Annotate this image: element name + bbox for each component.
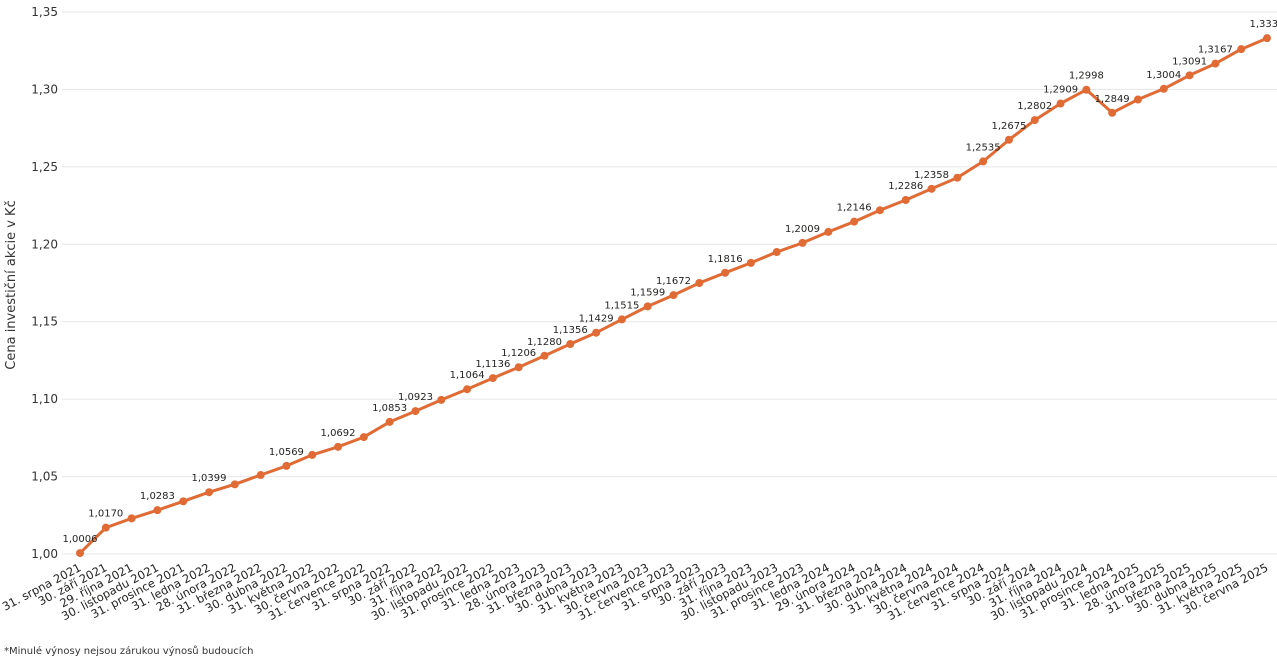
data-point[interactable]: [824, 227, 833, 236]
y-tick-label: 1,30: [31, 82, 58, 96]
data-point[interactable]: [927, 184, 936, 193]
data-label: 1,1356: [553, 325, 588, 336]
data-label: 1,3004: [1146, 70, 1181, 81]
data-label: 1,0923: [398, 392, 433, 403]
data-point[interactable]: [798, 238, 807, 247]
data-point[interactable]: [979, 157, 988, 166]
data-label: 1,0399: [192, 473, 227, 484]
footnote: *Minulé výnosy nejsou zárukou výnosů bud…: [4, 646, 254, 657]
y-tick-label: 1,05: [31, 470, 58, 484]
data-point[interactable]: [746, 258, 755, 267]
data-label: 1,2675: [991, 121, 1026, 132]
data-point[interactable]: [540, 351, 549, 360]
data-label: 1,1280: [527, 337, 562, 348]
data-point[interactable]: [488, 374, 497, 383]
data-point[interactable]: [127, 514, 136, 523]
data-point[interactable]: [721, 268, 730, 277]
data-label: 1,0853: [372, 403, 407, 414]
data-point[interactable]: [334, 442, 343, 451]
data-point[interactable]: [101, 523, 110, 532]
data-point[interactable]: [205, 488, 214, 497]
data-point[interactable]: [1004, 135, 1013, 144]
data-point[interactable]: [256, 471, 265, 480]
data-label: 1,0692: [321, 428, 356, 439]
data-point[interactable]: [1056, 99, 1065, 108]
y-tick-label: 1,15: [31, 315, 58, 329]
data-point[interactable]: [282, 461, 291, 470]
y-axis: 1,00 1,05 1,10 1,15 1,20 1,25 1,30 1,35: [31, 5, 58, 561]
data-label: 1,2909: [1043, 85, 1078, 96]
data-point[interactable]: [695, 279, 704, 287]
data-point[interactable]: [308, 450, 317, 459]
data-point[interactable]: [617, 315, 626, 324]
y-tick-label: 1,20: [31, 237, 58, 251]
data-label: 1,3091: [1172, 56, 1207, 67]
data-point[interactable]: [643, 302, 652, 311]
data-label: 1,0170: [88, 509, 123, 520]
y-tick-label: 1,25: [31, 160, 58, 174]
data-point[interactable]: [1159, 84, 1168, 93]
data-point[interactable]: [1263, 34, 1271, 43]
data-label: 1,2286: [888, 181, 923, 192]
data-point[interactable]: [850, 217, 859, 226]
data-label: 1,2009: [785, 224, 820, 235]
data-point[interactable]: [179, 497, 188, 506]
data-label: 1,2358: [914, 170, 949, 181]
data-label: 1,3167: [1198, 45, 1233, 56]
data-point[interactable]: [385, 417, 394, 426]
data-point[interactable]: [875, 206, 884, 215]
data-label: 1,0569: [269, 447, 304, 458]
y-axis-title: Cena investiční akcie v Kč: [4, 200, 19, 369]
data-point[interactable]: [901, 195, 910, 204]
data-label: 1,1515: [604, 300, 639, 311]
data-labels: 1,0006 1,0170 1,0283 1,0399 1,0569 1,0692 1,08…: [63, 19, 1277, 545]
data-point[interactable]: [514, 363, 523, 372]
gridlines: [62, 11, 1277, 555]
data-point[interactable]: [669, 291, 678, 300]
data-point[interactable]: [772, 248, 781, 257]
data-point[interactable]: [953, 173, 962, 182]
data-point[interactable]: [1211, 59, 1220, 68]
data-label: 1,1672: [656, 276, 691, 287]
data-label: 1,2146: [837, 203, 872, 214]
data-label: 1,1816: [708, 254, 743, 265]
data-label: 1,1599: [630, 287, 665, 298]
data-point[interactable]: [1082, 85, 1091, 94]
data-label: 1,1206: [501, 348, 536, 359]
y-tick-label: 1,35: [31, 5, 58, 19]
data-label: 1,0283: [140, 491, 175, 502]
data-point[interactable]: [1237, 45, 1246, 54]
data-point[interactable]: [76, 549, 84, 558]
y-tick-label: 1,10: [31, 392, 58, 406]
y-tick-label: 1,00: [31, 547, 58, 561]
data-point[interactable]: [592, 328, 601, 337]
data-label: 1,1136: [475, 359, 510, 370]
data-label: 1,2802: [1017, 101, 1052, 112]
data-label: 1,2849: [1095, 94, 1130, 105]
data-point[interactable]: [1133, 95, 1142, 104]
data-point[interactable]: [1108, 108, 1117, 117]
data-point[interactable]: [1030, 116, 1039, 125]
data-point[interactable]: [230, 480, 239, 489]
data-label: 1,2535: [966, 142, 1001, 153]
data-point[interactable]: [1185, 71, 1194, 80]
data-point[interactable]: [566, 340, 575, 349]
data-point[interactable]: [437, 395, 446, 404]
data-label: 1,1064: [450, 370, 485, 381]
data-label: 1,2998: [1069, 71, 1104, 82]
data-label: 1,0006: [63, 534, 98, 545]
data-points: [76, 34, 1271, 558]
data-point[interactable]: [153, 506, 162, 515]
data-point[interactable]: [411, 407, 420, 416]
data-label: 1,1429: [579, 314, 614, 325]
data-point[interactable]: [463, 385, 472, 394]
data-point[interactable]: [359, 433, 368, 442]
